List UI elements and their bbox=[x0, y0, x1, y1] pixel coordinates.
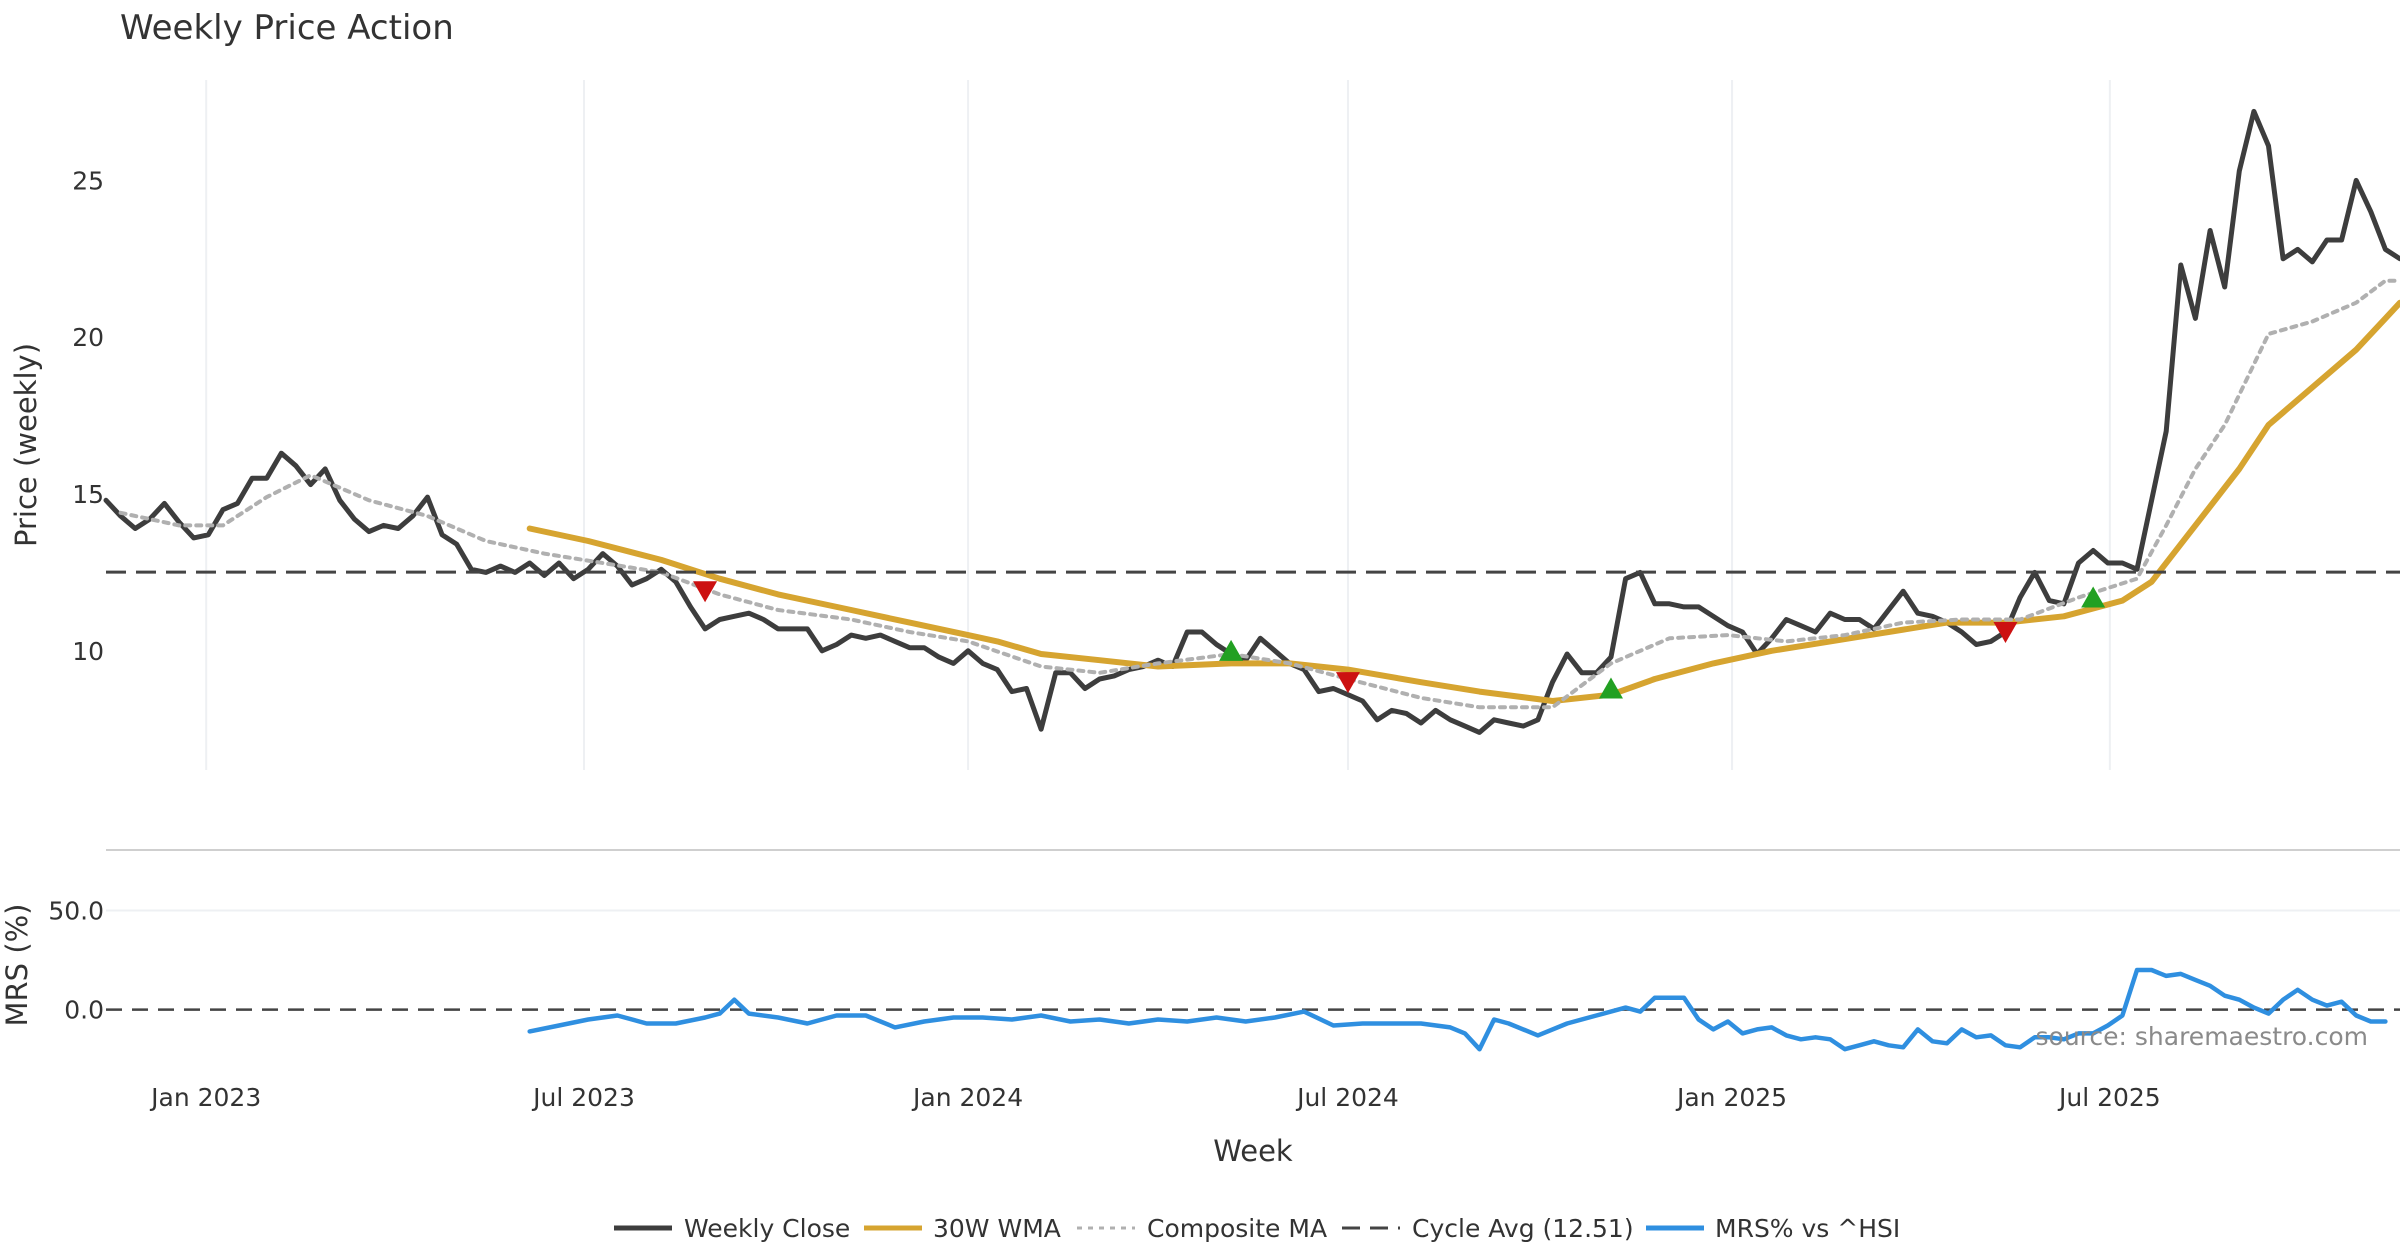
x-tick-label-jul-2024: Jul 2024 bbox=[1295, 1083, 1399, 1112]
mrs-y-tick-label-0-0: 0.0 bbox=[64, 996, 104, 1025]
x-tick-label-jan-2023: Jan 2023 bbox=[149, 1083, 261, 1112]
mrs-gridlines bbox=[106, 909, 2400, 1011]
mrs-series bbox=[527, 967, 2388, 1052]
x-axis: Jan 2023 Jul 2023 Jan 2024 Jul 2024 Jan 2025… bbox=[149, 1083, 2161, 1112]
sell-signal-marker bbox=[1993, 622, 2018, 643]
y-tick-label-10: 10 bbox=[72, 637, 104, 666]
legend-label-cycle-avg-12-51: Cycle Avg (12.51) bbox=[1412, 1214, 1634, 1243]
source-note: source: sharemaestro.com bbox=[2036, 1022, 2369, 1051]
weekly-close-line bbox=[103, 108, 2400, 735]
sell-signal-marker bbox=[1335, 672, 1360, 694]
price-y-axis-title: Price (weekly) bbox=[9, 343, 43, 547]
legend-label-mrs-vs-hsi: MRS% vs ^HSI bbox=[1715, 1214, 1900, 1243]
price-gridlines bbox=[205, 80, 2111, 770]
buy-signal-marker bbox=[2081, 586, 2106, 608]
x-axis-title: Week bbox=[1213, 1134, 1293, 1168]
legend-label-30w-wma: 30W WMA bbox=[933, 1214, 1061, 1243]
mrs-y-axis: 0.0 50.0 bbox=[48, 896, 104, 1024]
price-panel: 10 15 20 25 Price (weekly) bbox=[9, 80, 2400, 770]
signal-markers bbox=[693, 581, 2106, 699]
y-tick-label-15: 15 bbox=[72, 480, 104, 509]
legend-label-weekly-close: Weekly Close bbox=[684, 1214, 850, 1243]
composite-ma-line bbox=[118, 278, 2400, 710]
x-tick-label-jan-2024: Jan 2024 bbox=[911, 1083, 1023, 1112]
buy-signal-marker bbox=[1219, 639, 1244, 661]
price-series bbox=[103, 108, 2400, 735]
y-tick-label-25: 25 bbox=[72, 166, 104, 195]
price-y-axis: 10 15 20 25 bbox=[72, 166, 104, 665]
mrs-y-tick-label-50-0: 50.0 bbox=[48, 896, 104, 925]
30w-wma-line bbox=[526, 299, 2400, 704]
y-tick-label-20: 20 bbox=[72, 323, 104, 352]
x-tick-label-jul-2025: Jul 2025 bbox=[2057, 1083, 2161, 1112]
legend-label-composite-ma: Composite MA bbox=[1147, 1214, 1327, 1243]
x-tick-label-jan-2025: Jan 2025 bbox=[1675, 1083, 1787, 1112]
x-tick-label-jul-2023: Jul 2023 bbox=[531, 1083, 635, 1112]
mrs-line bbox=[527, 967, 2388, 1052]
chart-title: Weekly Price Action bbox=[120, 8, 454, 48]
mrs-panel: 0.0 50.0 MRS (%) source: sharemaestro.com bbox=[0, 896, 2400, 1052]
sell-signal-marker bbox=[693, 581, 718, 603]
mrs-y-axis-title: MRS (%) bbox=[0, 904, 34, 1027]
legend: Weekly Close 30W WMA Composite MA Cycle Avg… bbox=[614, 1214, 1900, 1243]
buy-signal-marker bbox=[1598, 677, 1623, 699]
